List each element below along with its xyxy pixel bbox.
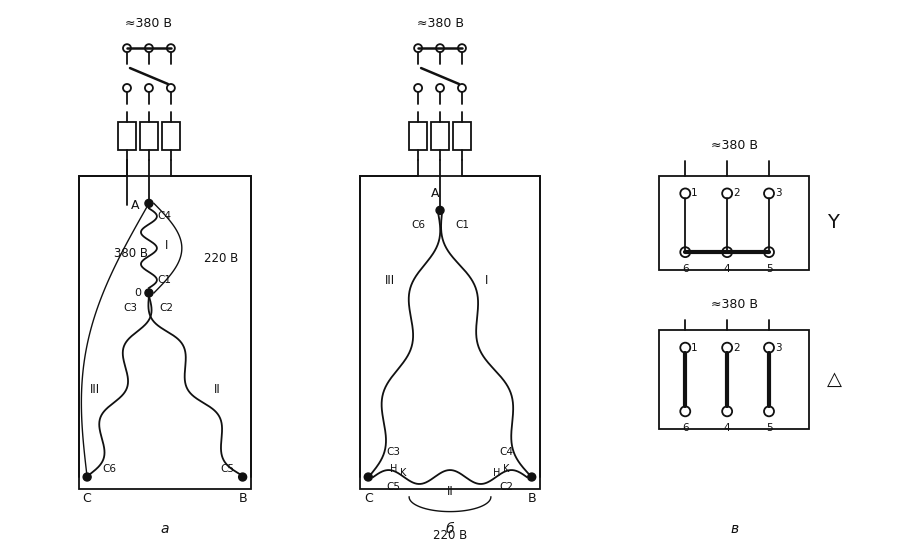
Bar bbox=[453, 122, 471, 150]
Bar bbox=[118, 122, 136, 150]
Text: A: A bbox=[130, 199, 139, 212]
Text: B: B bbox=[238, 492, 247, 505]
Text: 1: 1 bbox=[691, 188, 698, 198]
Bar bbox=[431, 122, 449, 150]
Text: A: A bbox=[431, 188, 439, 200]
Bar bbox=[162, 122, 180, 150]
Text: 220 В: 220 В bbox=[433, 529, 467, 542]
Text: 6: 6 bbox=[682, 423, 688, 433]
Text: 380 В: 380 В bbox=[114, 246, 148, 260]
Text: 1: 1 bbox=[691, 343, 698, 353]
Text: C2: C2 bbox=[159, 303, 173, 313]
Text: C3: C3 bbox=[123, 303, 137, 313]
Text: ≈380 В: ≈380 В bbox=[711, 139, 758, 152]
Text: K: K bbox=[400, 468, 406, 478]
Circle shape bbox=[145, 289, 153, 297]
Text: C: C bbox=[83, 492, 92, 505]
Text: Y: Y bbox=[827, 213, 839, 232]
Text: B: B bbox=[527, 492, 536, 505]
Text: 5: 5 bbox=[766, 423, 772, 433]
Text: 3: 3 bbox=[775, 188, 781, 198]
Text: а: а bbox=[160, 522, 169, 536]
Circle shape bbox=[527, 473, 536, 481]
Text: 220 В: 220 В bbox=[203, 251, 238, 265]
Text: III: III bbox=[90, 383, 100, 396]
Text: 6: 6 bbox=[682, 264, 688, 274]
Text: C6: C6 bbox=[102, 464, 116, 474]
Bar bbox=[410, 122, 427, 150]
Text: C1: C1 bbox=[157, 275, 171, 285]
Circle shape bbox=[83, 473, 91, 481]
Circle shape bbox=[364, 473, 373, 481]
Text: 0: 0 bbox=[134, 288, 141, 298]
Text: II: II bbox=[213, 383, 220, 396]
Text: C3: C3 bbox=[386, 447, 400, 457]
Text: H: H bbox=[493, 468, 500, 478]
Text: H: H bbox=[391, 464, 398, 474]
Text: II: II bbox=[446, 485, 454, 498]
Text: ≈380 В: ≈380 В bbox=[711, 298, 758, 311]
Text: б: б bbox=[446, 522, 454, 536]
Text: C5: C5 bbox=[220, 464, 235, 474]
Circle shape bbox=[238, 473, 247, 481]
Text: 2: 2 bbox=[734, 188, 740, 198]
Text: C1: C1 bbox=[455, 220, 469, 230]
Text: 4: 4 bbox=[724, 423, 731, 433]
Text: в: в bbox=[730, 522, 738, 536]
Text: 4: 4 bbox=[724, 264, 731, 274]
Text: I: I bbox=[485, 273, 489, 287]
Text: C6: C6 bbox=[411, 220, 425, 230]
Text: K: K bbox=[503, 464, 509, 474]
Text: III: III bbox=[385, 273, 395, 287]
Text: 5: 5 bbox=[766, 264, 772, 274]
Text: I: I bbox=[165, 239, 168, 251]
Bar bbox=[79, 175, 250, 489]
Text: 2: 2 bbox=[734, 343, 740, 353]
Text: C2: C2 bbox=[500, 482, 514, 492]
Bar bbox=[360, 175, 540, 489]
Bar bbox=[140, 122, 158, 150]
Text: ≈380 В: ≈380 В bbox=[417, 17, 464, 30]
Circle shape bbox=[145, 199, 153, 207]
Text: C: C bbox=[364, 492, 373, 505]
Circle shape bbox=[436, 207, 444, 214]
Bar bbox=[660, 175, 809, 270]
Text: C5: C5 bbox=[386, 482, 400, 492]
Text: △: △ bbox=[827, 370, 842, 389]
Text: 3: 3 bbox=[775, 343, 781, 353]
Text: ≈380 В: ≈380 В bbox=[125, 17, 173, 30]
Text: C4: C4 bbox=[157, 211, 171, 221]
Bar bbox=[660, 330, 809, 430]
Text: C4: C4 bbox=[500, 447, 514, 457]
